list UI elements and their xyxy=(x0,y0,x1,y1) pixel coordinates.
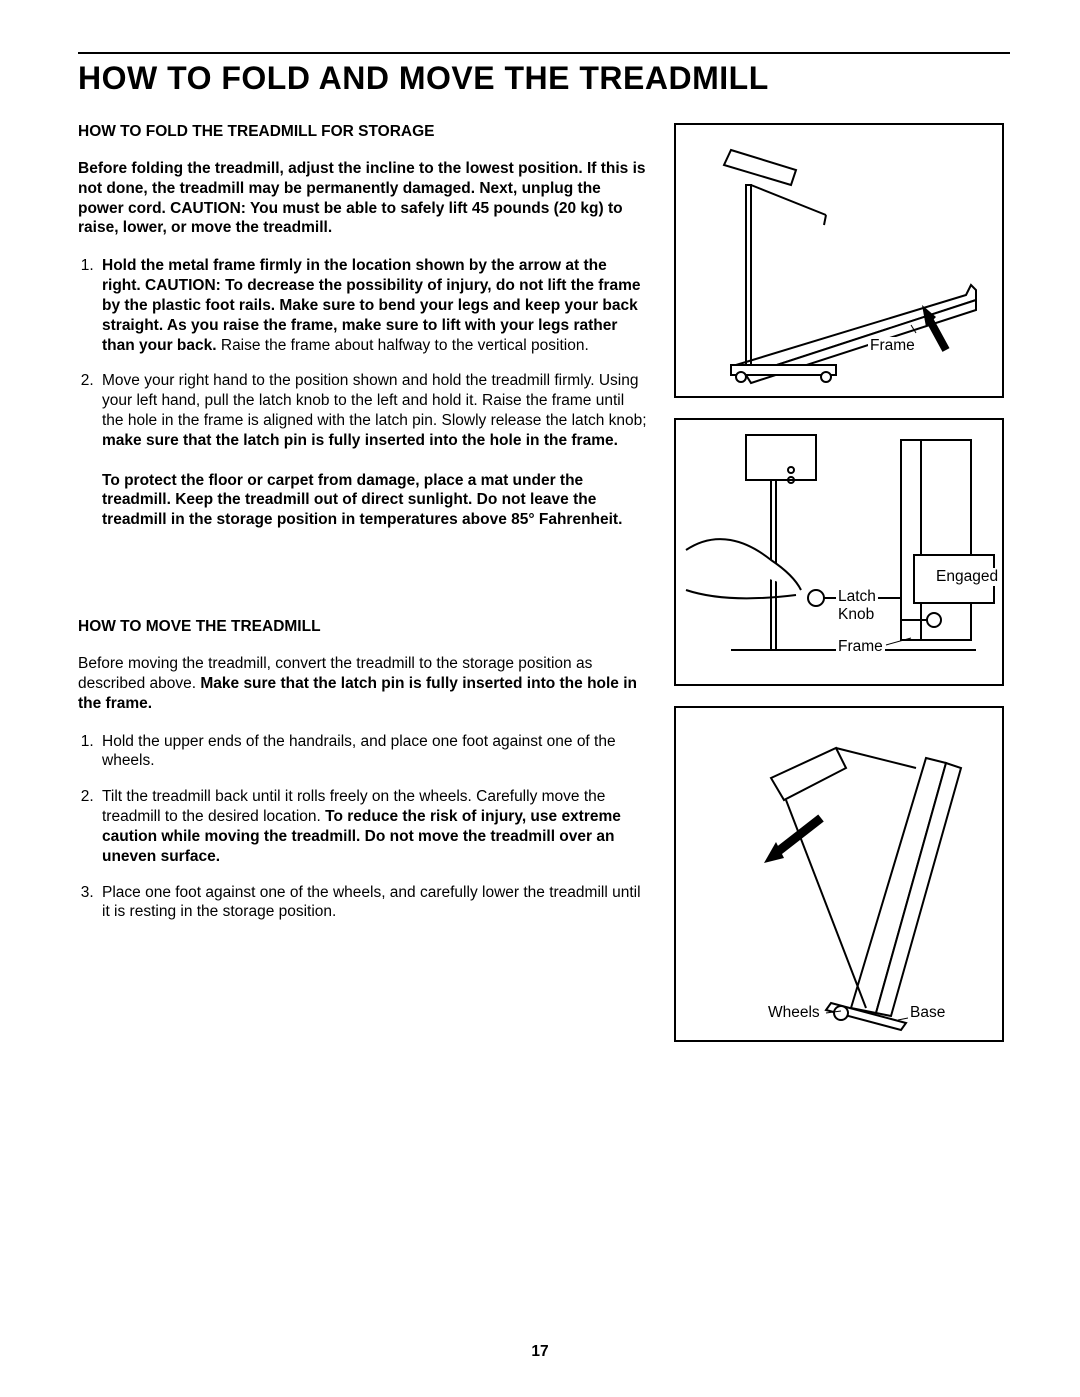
fig2-knob-label: Knob xyxy=(836,606,876,624)
move-heading: HOW TO MOVE THE TREADMILL xyxy=(78,618,648,636)
page-title: HOW TO FOLD AND MOVE THE TREADMILL xyxy=(78,60,1010,97)
fold-step2-b: make sure that the latch pin is fully in… xyxy=(102,432,618,449)
fig3-wheels-label: Wheels xyxy=(766,1004,822,1022)
fold-heading: HOW TO FOLD THE TREADMILL FOR STORAGE xyxy=(78,123,648,141)
fold-steps: Hold the metal frame firmly in the locat… xyxy=(78,256,648,530)
fold-step2-a: Move your right hand to the position sho… xyxy=(102,372,647,429)
figure-column: Frame xyxy=(674,123,1004,1062)
content-columns: HOW TO FOLD THE TREADMILL FOR STORAGE Be… xyxy=(78,123,1010,1062)
move-step-1: Hold the upper ends of the handrails, an… xyxy=(98,732,648,772)
move-step-2: Tilt the treadmill back until it rolls f… xyxy=(98,787,648,866)
fold-step1-tail: Raise the frame about halfway to the ver… xyxy=(217,337,589,354)
treadmill-fold-icon xyxy=(676,125,1002,396)
top-rule xyxy=(78,52,1010,54)
fold-step2-c: To protect the floor or carpet from dama… xyxy=(102,472,622,529)
fig3-base-label: Base xyxy=(908,1004,947,1022)
figure-1-fold: Frame xyxy=(674,123,1004,398)
fold-step-2: Move your right hand to the position sho… xyxy=(98,371,648,530)
fig1-frame-label: Frame xyxy=(868,337,917,355)
move-steps: Hold the upper ends of the handrails, an… xyxy=(78,732,648,923)
fig2-latch-label: Latch xyxy=(836,588,878,606)
page-number: 17 xyxy=(0,1343,1080,1361)
spacer xyxy=(78,548,648,618)
move-intro: Before moving the treadmill, convert the… xyxy=(78,654,648,713)
figure-3-move: Wheels Base xyxy=(674,706,1004,1042)
treadmill-move-icon xyxy=(676,708,1002,1040)
manual-page: HOW TO FOLD AND MOVE THE TREADMILL HOW T… xyxy=(0,0,1080,1397)
fig2-frame-label: Frame xyxy=(836,638,885,656)
move-step-3: Place one foot against one of the wheels… xyxy=(98,883,648,923)
fold-step-1: Hold the metal frame firmly in the locat… xyxy=(98,256,648,355)
fold-intro: Before folding the treadmill, adjust the… xyxy=(78,159,648,238)
figure-2-latch: Engaged Latch Knob Frame xyxy=(674,418,1004,686)
fig2-engaged-label: Engaged xyxy=(934,568,1000,586)
text-column: HOW TO FOLD THE TREADMILL FOR STORAGE Be… xyxy=(78,123,648,1062)
